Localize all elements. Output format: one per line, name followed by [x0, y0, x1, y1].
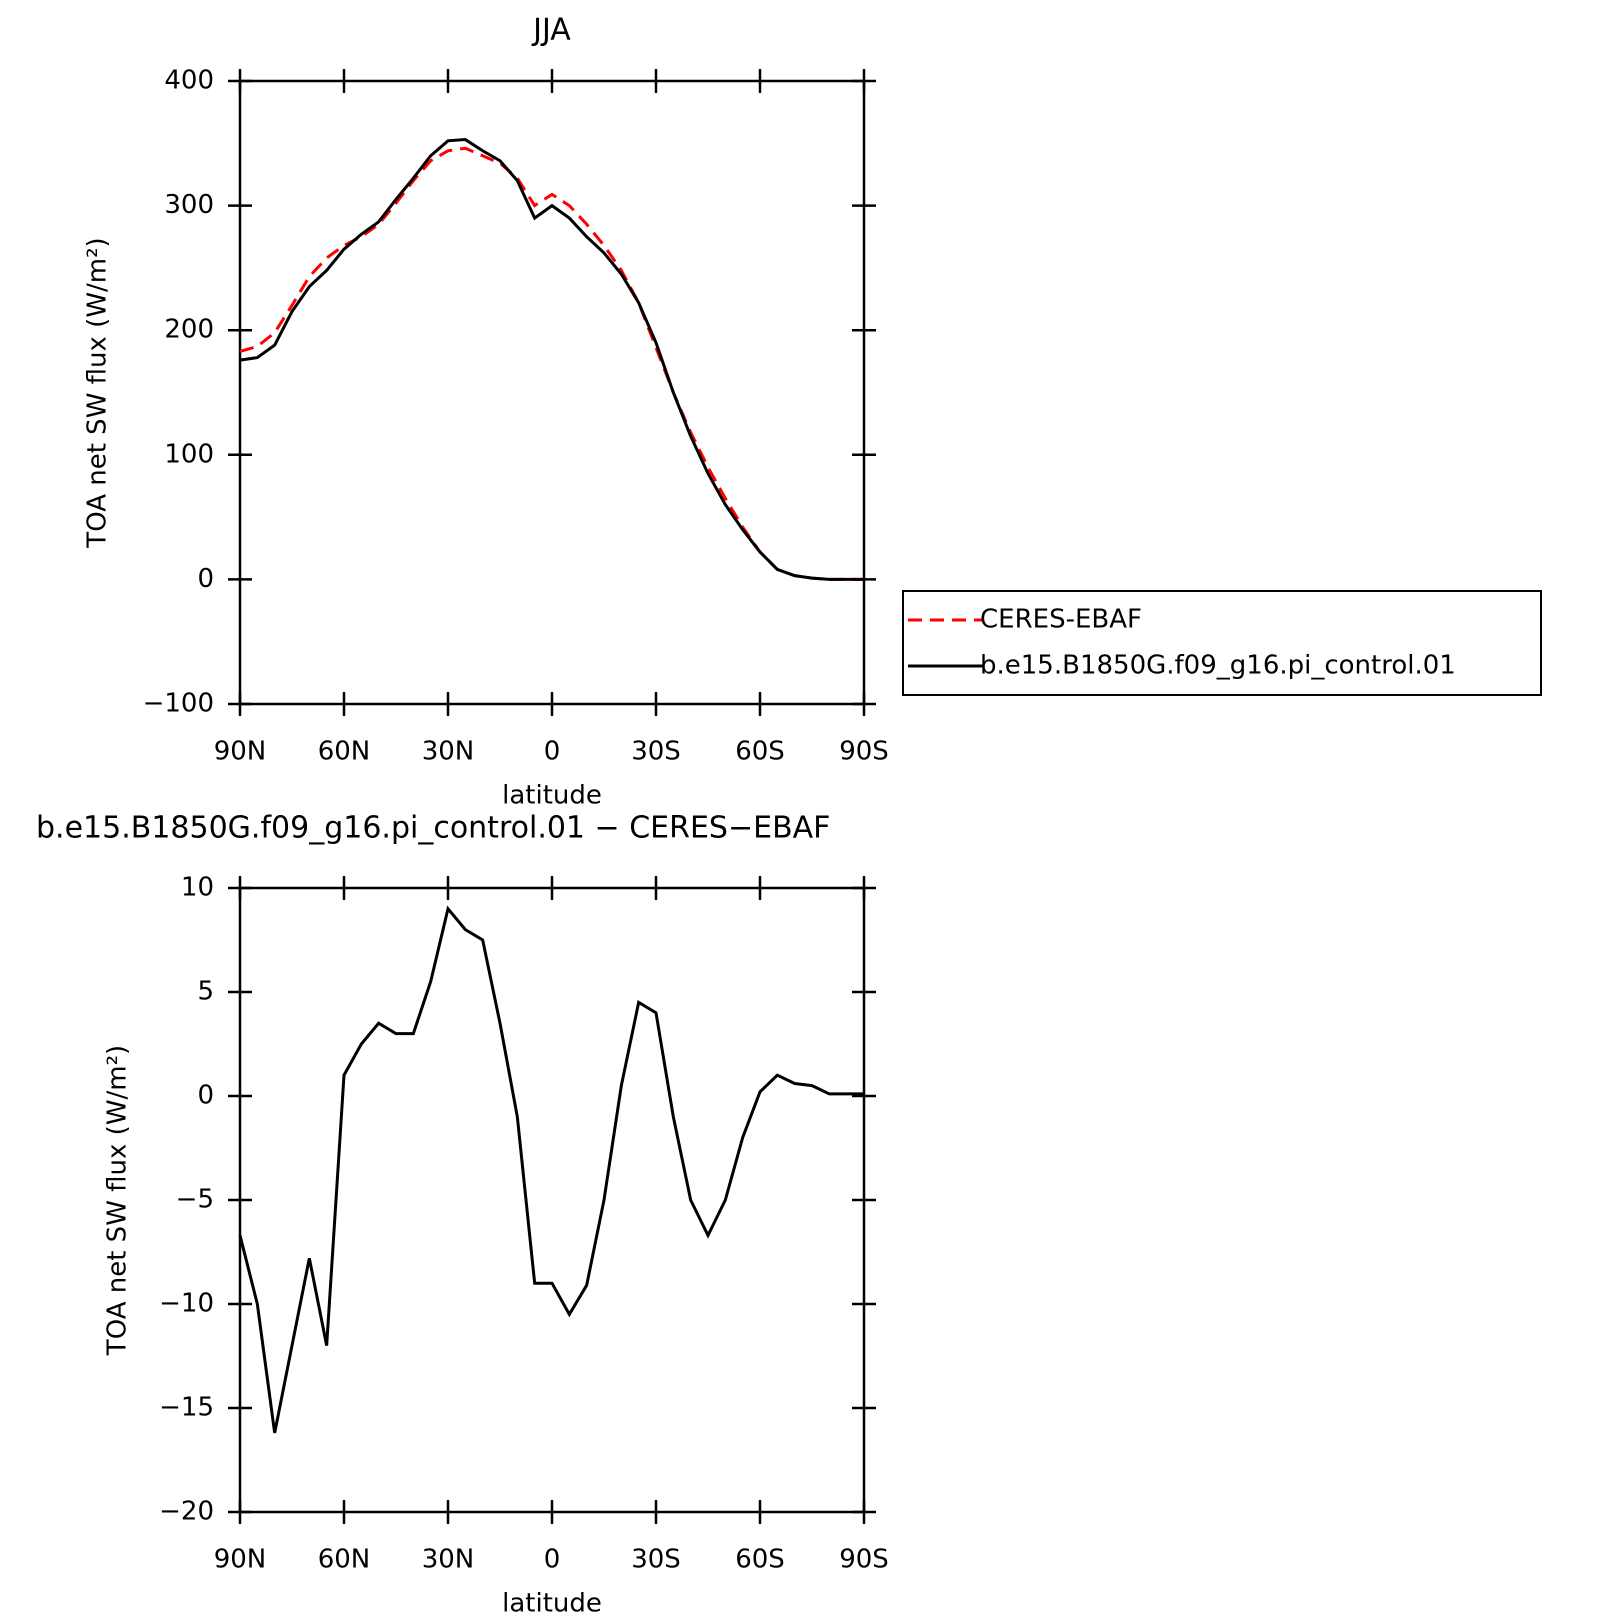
plot-frame: [238, 79, 866, 706]
x-tick-label: 90N: [214, 737, 267, 767]
y-tick-label: 400: [164, 66, 214, 96]
x-tick-label: 60N: [318, 1545, 371, 1575]
x-tick-label: 30S: [631, 1545, 681, 1575]
y-tick-label: 200: [164, 315, 214, 345]
y-axis-label: TOA net SW flux (W/m²): [103, 1045, 133, 1356]
y-tick-label: 0: [197, 564, 214, 594]
data-line: [239, 146, 864, 581]
y-tick-label: −5: [176, 1185, 214, 1215]
x-tick-label: 90S: [839, 737, 889, 767]
chart-title: b.e15.B1850G.f09_g16.pi_control.01 − CER…: [36, 811, 830, 846]
legend-label: b.e15.B1850G.f09_g16.pi_control.01: [980, 651, 1456, 681]
x-tick-label: 60S: [735, 1545, 785, 1575]
y-axis-label: TOA net SW flux (W/m²): [83, 237, 113, 548]
y-tick-label: 0: [197, 1081, 214, 1111]
x-tick-label: 0: [544, 1545, 561, 1575]
x-tick-label: 90N: [214, 1545, 267, 1575]
y-tick-label: −15: [159, 1393, 214, 1423]
y-tick-label: 300: [164, 190, 214, 220]
x-tick-label: 90S: [839, 1545, 889, 1575]
y-tick-label: −20: [159, 1497, 214, 1527]
x-tick-label: 30S: [631, 737, 681, 767]
x-axis-label: latitude: [502, 1589, 602, 1619]
y-tick-label: −100: [143, 689, 214, 719]
y-tick-label: 5: [197, 977, 214, 1007]
plot-frame: [238, 886, 866, 1514]
x-axis-label: latitude: [502, 781, 602, 811]
x-tick-label: 30N: [422, 737, 475, 767]
legend-box: [902, 590, 1542, 696]
data-line: [239, 138, 864, 581]
x-tick-label: 0: [544, 737, 561, 767]
legend-label: CERES-EBAF: [980, 605, 1142, 635]
x-tick-label: 30N: [422, 1545, 475, 1575]
x-tick-label: 60N: [318, 737, 371, 767]
y-tick-label: −10: [159, 1289, 214, 1319]
chart-title: JJA: [531, 13, 571, 48]
data-line: [238, 905, 864, 1434]
y-tick-label: 100: [164, 439, 214, 469]
x-tick-label: 60S: [735, 737, 785, 767]
y-tick-label: 10: [181, 873, 214, 903]
